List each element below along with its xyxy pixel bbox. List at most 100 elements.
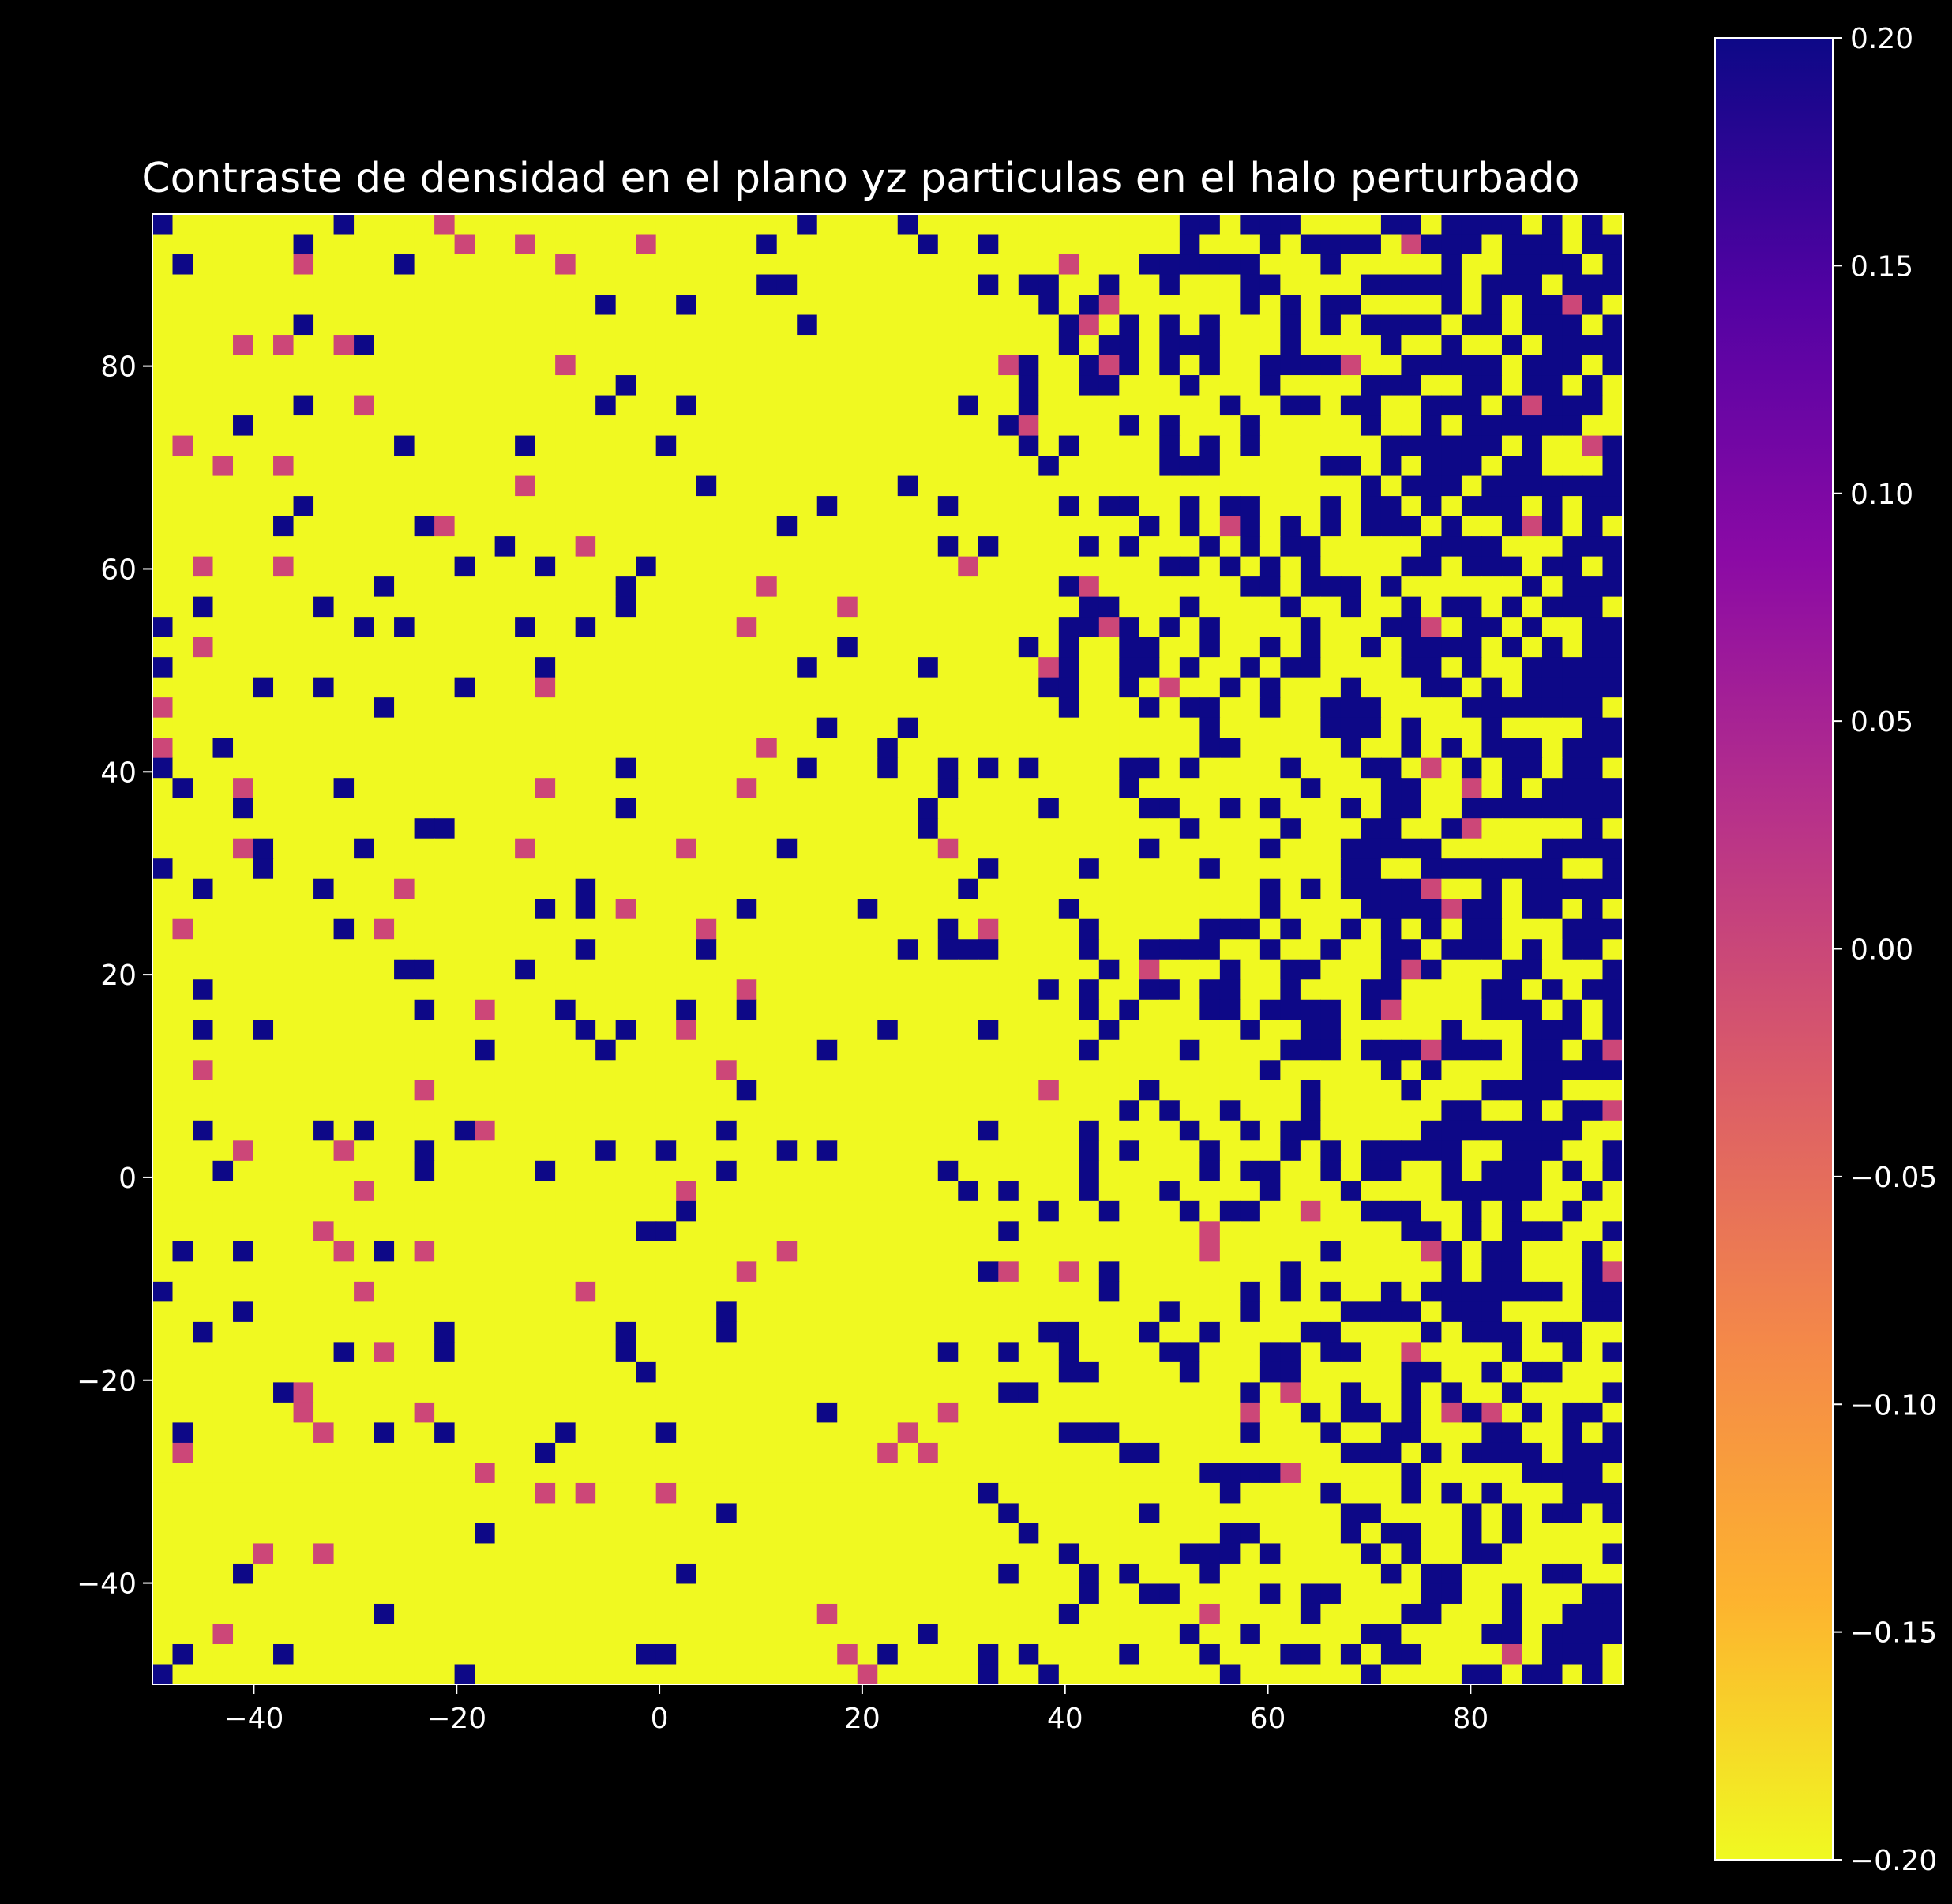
heatmap-cell — [877, 1160, 899, 1181]
heatmap-cell — [172, 899, 193, 920]
heatmap-cell — [978, 435, 999, 456]
heatmap-cell — [1401, 959, 1422, 980]
heatmap-cell — [354, 395, 375, 416]
heatmap-cell — [1380, 1281, 1402, 1302]
heatmap-cell — [1361, 717, 1382, 738]
heatmap-cell — [1340, 1181, 1362, 1202]
heatmap-cell — [655, 1503, 677, 1524]
heatmap-cell — [374, 677, 395, 698]
heatmap-cell — [897, 838, 918, 859]
heatmap-cell — [1199, 375, 1221, 396]
heatmap-cell — [212, 1523, 234, 1545]
heatmap-cell — [676, 939, 697, 960]
heatmap-cell — [434, 617, 456, 638]
heatmap-cell — [1441, 596, 1462, 618]
heatmap-cell — [736, 254, 757, 276]
heatmap-cell — [1582, 1281, 1604, 1302]
heatmap-cell — [1501, 556, 1523, 577]
heatmap-cell — [555, 556, 576, 577]
heatmap-cell — [1401, 1482, 1422, 1504]
heatmap-cell — [1240, 1321, 1261, 1343]
heatmap-cell — [1501, 214, 1523, 235]
heatmap-cell — [655, 697, 677, 719]
heatmap-cell — [937, 1100, 959, 1121]
heatmap-cell — [1481, 355, 1503, 376]
heatmap-cell — [1259, 1342, 1281, 1363]
heatmap-cell — [1380, 697, 1402, 719]
heatmap-cell — [1300, 1080, 1321, 1101]
heatmap-cell — [676, 778, 697, 799]
heatmap-cell — [1522, 738, 1543, 759]
heatmap-cell — [354, 456, 375, 477]
heatmap-cell — [394, 1160, 415, 1181]
heatmap-cell — [1380, 596, 1402, 618]
heatmap-cell — [1562, 355, 1583, 376]
heatmap-cell — [1340, 899, 1362, 920]
heatmap-cell — [918, 757, 939, 779]
heatmap-cell — [454, 1321, 475, 1343]
heatmap-cell — [1380, 1200, 1402, 1222]
heatmap-cell — [1139, 1140, 1160, 1162]
heatmap-cell — [918, 1261, 939, 1282]
heatmap-cell — [816, 677, 838, 698]
heatmap-cell — [636, 1020, 657, 1041]
heatmap-cell — [293, 536, 314, 558]
heatmap-cell — [1461, 1120, 1483, 1141]
heatmap-cell — [414, 576, 435, 598]
heatmap-cell — [1441, 1261, 1462, 1282]
heatmap-cell — [756, 1563, 778, 1585]
heatmap-cell — [233, 576, 254, 598]
heatmap-cell — [475, 738, 496, 759]
heatmap-cell — [193, 274, 214, 295]
heatmap-cell — [676, 1140, 697, 1162]
heatmap-cell — [475, 778, 496, 799]
heatmap-cell — [797, 254, 818, 276]
heatmap-cell — [233, 677, 254, 698]
heatmap-cell — [1259, 798, 1281, 819]
heatmap-cell — [475, 918, 496, 940]
heatmap-cell — [1280, 415, 1301, 437]
heatmap-cell — [1259, 1442, 1281, 1464]
heatmap-cell — [354, 1080, 375, 1101]
heatmap-cell — [1199, 838, 1221, 859]
heatmap-cell — [877, 1442, 899, 1464]
heatmap-cell — [152, 657, 174, 678]
heatmap-cell — [273, 757, 295, 779]
heatmap-cell — [1259, 1241, 1281, 1262]
heatmap-cell — [978, 697, 999, 719]
heatmap-cell — [676, 1221, 697, 1242]
heatmap-cell — [837, 858, 858, 880]
heatmap-cell — [676, 637, 697, 658]
heatmap-cell — [1098, 838, 1120, 859]
heatmap-cell — [1179, 1321, 1200, 1343]
heatmap-cell — [1602, 536, 1624, 558]
heatmap-cell — [172, 1543, 193, 1564]
heatmap-cell — [212, 677, 234, 698]
heatmap-cell — [212, 1261, 234, 1282]
heatmap-cell — [1199, 1301, 1221, 1323]
heatmap-cell — [857, 1140, 878, 1162]
heatmap-cell — [1380, 818, 1402, 839]
heatmap-cell — [1481, 637, 1503, 658]
heatmap-cell — [918, 979, 939, 1001]
heatmap-cell — [1219, 395, 1241, 416]
heatmap-cell — [1541, 596, 1563, 618]
heatmap-cell — [575, 858, 596, 880]
heatmap-cell — [374, 1020, 395, 1041]
heatmap-cell — [978, 1080, 999, 1101]
heatmap-cell — [1501, 475, 1523, 497]
heatmap-cell — [1602, 375, 1624, 396]
heatmap-cell — [1481, 1261, 1503, 1282]
heatmap-cell — [575, 1422, 596, 1444]
heatmap-cell — [1259, 1321, 1281, 1343]
heatmap-cell — [1401, 1060, 1422, 1081]
heatmap-cell — [1038, 576, 1060, 598]
heatmap-cell — [636, 1503, 657, 1524]
heatmap-cell — [193, 1563, 214, 1585]
heatmap-cell — [555, 536, 576, 558]
heatmap-cell — [515, 1503, 536, 1524]
heatmap-cell — [1119, 415, 1140, 437]
heatmap-cell — [1602, 878, 1624, 899]
heatmap-cell — [575, 214, 596, 235]
heatmap-cell — [172, 1563, 193, 1585]
